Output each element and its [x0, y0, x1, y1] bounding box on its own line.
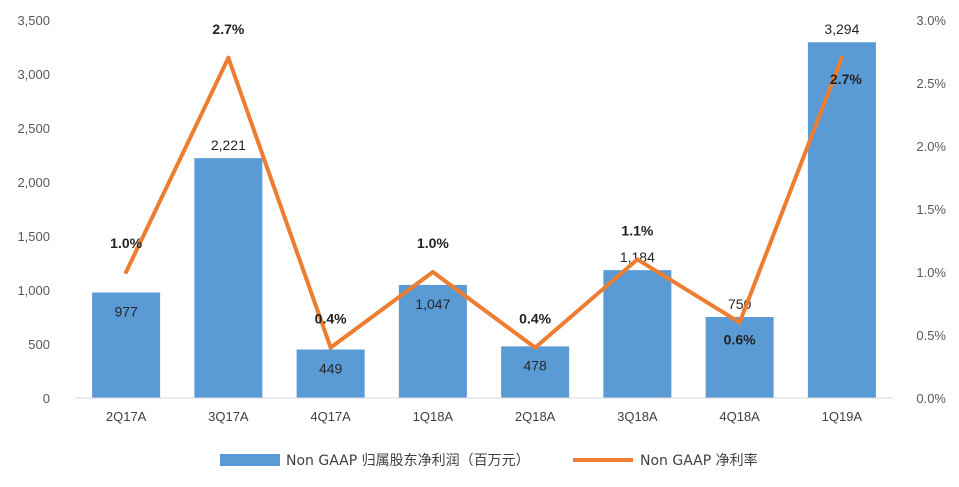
- bar[interactable]: [296, 349, 365, 398]
- bar-data-label: 977: [114, 303, 138, 319]
- line-point[interactable]: [124, 270, 129, 274]
- y-left-axis: 0 500 1,000 1,500 2,000 2,500 3,000 3,500: [17, 13, 50, 406]
- x-tick-label: 3Q18A: [617, 409, 658, 424]
- x-tick-label: 2Q18A: [515, 409, 556, 424]
- y-left-tick-label: 500: [28, 337, 50, 352]
- line-data-label: 1.0%: [110, 235, 142, 251]
- y-left-tick-label: 0: [43, 391, 50, 406]
- legend-item-line[interactable]: Non GAAP 净利率: [573, 452, 758, 469]
- line-data-label: 1.1%: [621, 222, 653, 238]
- y-right-axis: 0.0% 0.5% 1.0% 1.5% 2.0% 2.5% 3.0%: [916, 13, 946, 406]
- line-data-label: 2.7%: [830, 71, 862, 87]
- y-right-tick-label: 0.5%: [916, 328, 946, 343]
- legend: Non GAAP 归属股东净利润（百万元） Non GAAP 净利率: [220, 452, 758, 469]
- line-data-label: 0.4%: [519, 311, 551, 327]
- bar-data-label: 2,221: [211, 137, 246, 153]
- y-right-tick-label: 2.5%: [916, 76, 946, 91]
- x-tick-label: 1Q19A: [822, 409, 863, 424]
- line-point[interactable]: [226, 55, 231, 60]
- bar-data-label: 3,294: [824, 21, 859, 37]
- x-axis: 2Q17A 3Q17A 4Q17A 1Q18A 2Q18A 3Q18A 4Q18A 1Q19A: [106, 409, 863, 424]
- bar[interactable]: [705, 317, 774, 398]
- x-tick-label: 3Q17A: [208, 409, 249, 424]
- bar[interactable]: [501, 346, 570, 398]
- bar[interactable]: [603, 270, 672, 398]
- y-right-tick-label: 3.0%: [916, 13, 946, 28]
- line-path[interactable]: [124, 55, 844, 350]
- bar[interactable]: [92, 292, 161, 398]
- bar-data-label: 478: [523, 357, 547, 373]
- y-right-tick-label: 1.0%: [916, 265, 946, 280]
- y-right-tick-label: 2.0%: [916, 139, 946, 154]
- line-point[interactable]: [839, 55, 844, 60]
- x-tick-label: 4Q18A: [719, 409, 760, 424]
- bar-data-label: 1,047: [415, 296, 450, 312]
- y-left-tick-label: 2,000: [17, 175, 50, 190]
- bar[interactable]: [194, 158, 263, 398]
- line-point[interactable]: [430, 270, 435, 274]
- y-left-tick-label: 3,000: [17, 67, 50, 82]
- y-left-tick-label: 1,500: [17, 229, 50, 244]
- line-data-label: 2.7%: [212, 21, 244, 37]
- legend-item-bar[interactable]: Non GAAP 归属股东净利润（百万元）: [220, 452, 530, 469]
- line-point[interactable]: [328, 345, 333, 350]
- x-tick-label: 4Q17A: [310, 409, 351, 424]
- line-data-label: 0.4%: [315, 311, 347, 327]
- legend-label-line: Non GAAP 净利率: [640, 452, 758, 469]
- line-data-label: 0.6%: [724, 331, 756, 347]
- bar[interactable]: [398, 284, 467, 398]
- legend-label-bar: Non GAAP 归属股东净利润（百万元）: [286, 452, 530, 469]
- y-left-tick-label: 1,000: [17, 283, 50, 298]
- line-point[interactable]: [635, 257, 640, 262]
- legend-swatch-bar: [220, 454, 280, 466]
- y-left-tick-label: 2,500: [17, 121, 50, 136]
- x-tick-label: 2Q17A: [106, 409, 147, 424]
- y-right-tick-label: 1.5%: [916, 202, 946, 217]
- y-left-tick-label: 3,500: [17, 13, 50, 28]
- bar-data-label: 1,184: [620, 249, 655, 265]
- line-point[interactable]: [533, 345, 538, 350]
- line-data-labels: 1.0% 2.7% 0.4% 1.0% 0.4% 1.1% 0.6% 2.7%: [110, 21, 862, 348]
- bar[interactable]: [807, 42, 876, 399]
- bar-series: [92, 42, 876, 399]
- line-point[interactable]: [737, 320, 742, 325]
- line-series: [124, 55, 844, 350]
- x-tick-label: 1Q18A: [413, 409, 454, 424]
- line-data-label: 1.0%: [417, 235, 449, 251]
- y-right-tick-label: 0.0%: [916, 391, 946, 406]
- bar-data-label: 449: [319, 361, 343, 377]
